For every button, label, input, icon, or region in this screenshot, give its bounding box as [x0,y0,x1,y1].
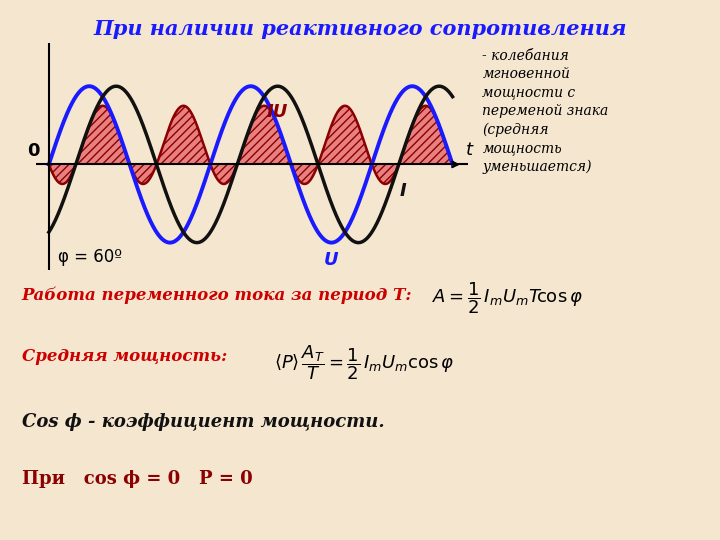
Text: IU: IU [266,104,288,122]
Text: I: I [400,181,407,200]
Text: U: U [324,251,338,268]
Text: $A = \dfrac{1}{2}\,I_m U_m T\!\cos\varphi$: $A = \dfrac{1}{2}\,I_m U_m T\!\cos\varph… [432,281,583,316]
Text: Cos ϕ - коэффициент мощности.: Cos ϕ - коэффициент мощности. [22,413,384,431]
Text: 0: 0 [27,141,40,160]
Text: Работа переменного тока за период Т:: Работа переменного тока за период Т: [22,286,412,303]
Text: Средняя мощность:: Средняя мощность: [22,348,227,365]
Text: t: t [465,141,472,159]
Text: При   cos ϕ = 0   P = 0: При cos ϕ = 0 P = 0 [22,470,252,488]
Text: При наличии реактивного сопротивления: При наличии реактивного сопротивления [94,19,626,39]
Text: φ = 60º: φ = 60º [58,248,122,266]
Text: $\langle P\rangle\,\dfrac{A_T}{T} = \dfrac{1}{2}\,I_m U_m \cos\varphi$: $\langle P\rangle\,\dfrac{A_T}{T} = \dfr… [274,343,454,382]
Text: - колебания
мгновенной
мощности с
переменой знака
(средняя
мощность
уменьшается): - колебания мгновенной мощности с переме… [482,49,608,174]
